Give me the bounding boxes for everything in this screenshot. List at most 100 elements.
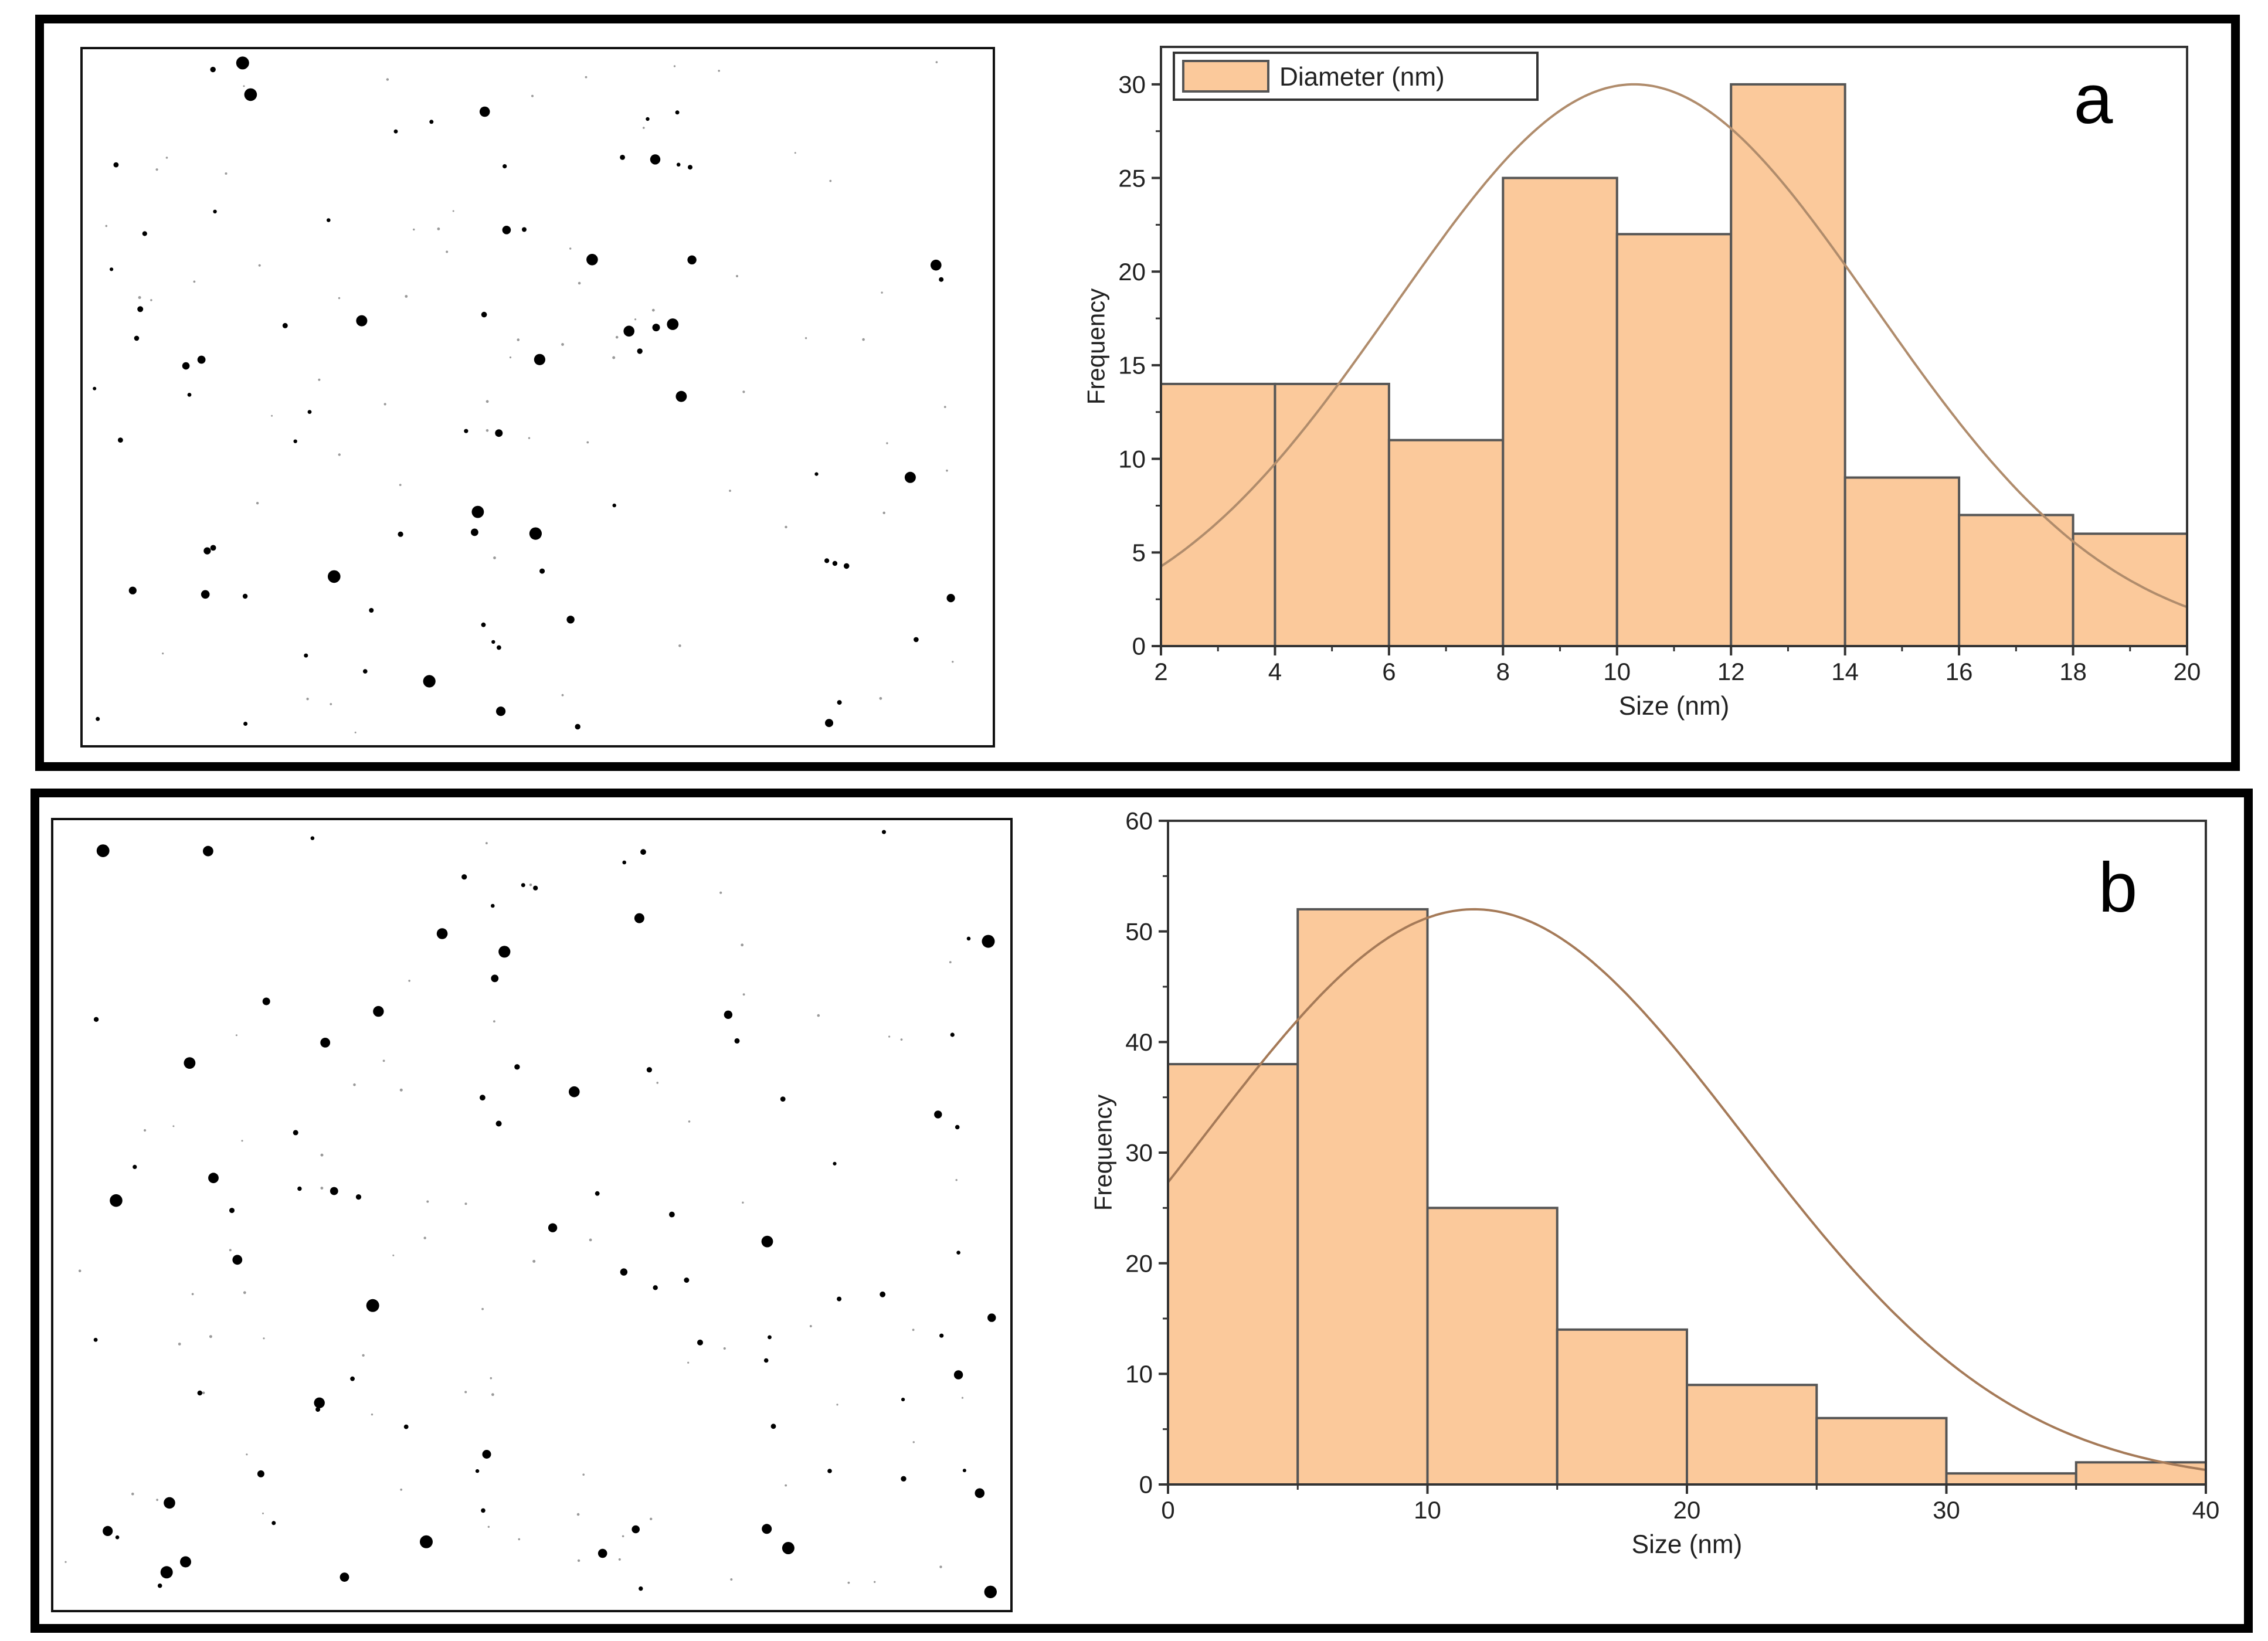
histogram-bar — [1958, 514, 2075, 647]
particle-dot — [804, 337, 807, 339]
particle-dot — [675, 110, 680, 115]
particle-dot — [208, 1173, 219, 1184]
particle-dot — [399, 484, 402, 486]
particle-dot — [105, 225, 108, 227]
particle-dot — [637, 348, 643, 354]
particle-dot — [886, 442, 888, 444]
particle-dot — [824, 558, 830, 563]
particle-dot — [256, 502, 259, 505]
particle-dot — [952, 661, 954, 663]
particle-dot — [934, 1110, 942, 1119]
particle-dot — [741, 943, 744, 947]
particle-dot — [622, 1535, 624, 1538]
particle-dot — [901, 1476, 906, 1482]
particle-dot — [420, 1535, 433, 1548]
particle-dot — [133, 1164, 137, 1169]
histogram-bar — [2072, 532, 2189, 647]
particle-dot — [330, 703, 332, 705]
particle-dot — [522, 227, 527, 232]
particle-dot — [935, 61, 938, 63]
particle-dot — [138, 296, 141, 299]
x-axis-label: Size (nm) — [1632, 1530, 1743, 1559]
particle-dot — [825, 719, 833, 728]
particle-dot — [631, 1525, 640, 1534]
particle-dot — [93, 1017, 99, 1022]
particle-dot — [761, 1235, 773, 1248]
particle-dot — [620, 1268, 628, 1276]
particle-dot — [882, 511, 885, 514]
particle-dot — [241, 1140, 243, 1142]
particle-dot — [155, 168, 158, 171]
particle-dot — [498, 946, 511, 958]
particle-dot — [809, 1325, 812, 1327]
particle-dot — [517, 338, 520, 341]
particle-dot — [373, 1005, 384, 1017]
particle-dot — [429, 120, 434, 124]
particle-dot — [115, 1535, 120, 1540]
particle-dot — [436, 928, 448, 939]
particle-dot — [684, 1278, 690, 1283]
particle-dot — [962, 1469, 966, 1473]
x-tick-label: 20 — [1673, 1496, 1701, 1524]
particle-dot — [697, 1339, 703, 1346]
particle-dot — [734, 1038, 740, 1044]
gaussian-fit-line — [1160, 83, 2188, 609]
particle-dot — [113, 162, 119, 168]
particle-dot — [634, 913, 644, 923]
histogram-chart-b: 0 10 20 30 40 0 10 20 30 40 50 60 Size (nm) Frequency… — [1089, 807, 2219, 1559]
particle-dot — [160, 1566, 173, 1579]
particle-dot — [955, 1179, 958, 1181]
particle-dot — [780, 1096, 786, 1102]
particle-dot — [93, 386, 97, 390]
particle-dot — [262, 997, 270, 1005]
particle-dot — [229, 1208, 235, 1214]
particle-dot — [386, 78, 389, 81]
particle-dot — [408, 980, 410, 982]
particle-dot — [437, 227, 440, 230]
particle-layer-b — [64, 830, 997, 1598]
particle-dot — [156, 1499, 158, 1501]
particle-dot — [566, 616, 575, 624]
particle-dot — [528, 437, 531, 439]
particle-dot — [118, 437, 123, 443]
y-axis-label: Frequency — [1082, 288, 1109, 405]
particle-dot — [888, 1035, 891, 1038]
particle-dot — [306, 698, 309, 701]
particle-dot — [328, 570, 341, 583]
particle-dot — [529, 884, 532, 886]
particle-dot — [762, 1524, 772, 1534]
particle-dot — [622, 860, 626, 865]
particle-dot — [634, 318, 637, 321]
particle-dot — [620, 155, 625, 160]
particle-dot — [843, 563, 850, 569]
histogram-bar — [1274, 382, 1390, 647]
particle-dot — [949, 961, 952, 964]
particle-dot — [582, 1473, 585, 1476]
particle-dot — [403, 1424, 409, 1429]
particle-dot — [320, 1153, 324, 1157]
particle-dot — [96, 716, 100, 721]
particle-dot — [209, 1335, 212, 1338]
particle-dot — [157, 1583, 162, 1588]
particle-dot — [355, 1194, 362, 1200]
particle-dot — [481, 311, 487, 318]
particle-dot — [532, 1259, 536, 1263]
particle-dot — [569, 247, 572, 250]
particle-dot — [327, 218, 331, 222]
particle-dot — [162, 653, 164, 655]
particle-dot — [236, 56, 249, 70]
histogram-bar — [1167, 1063, 1299, 1486]
particle-dot — [975, 1488, 985, 1499]
particle-dot — [131, 1492, 134, 1496]
particle-dot — [246, 1453, 248, 1456]
particle-dot — [382, 1059, 385, 1062]
particle-dot — [832, 560, 838, 566]
particle-dot — [493, 1020, 495, 1022]
particle-dot — [314, 1397, 325, 1408]
panel-label: b — [2099, 848, 2138, 927]
x-tick-label: 2 — [1154, 658, 1167, 685]
x-tick-label: 30 — [1933, 1496, 1960, 1524]
particle-dot — [362, 1354, 365, 1357]
particle-dot — [742, 1201, 744, 1204]
particle-dot — [612, 503, 616, 508]
